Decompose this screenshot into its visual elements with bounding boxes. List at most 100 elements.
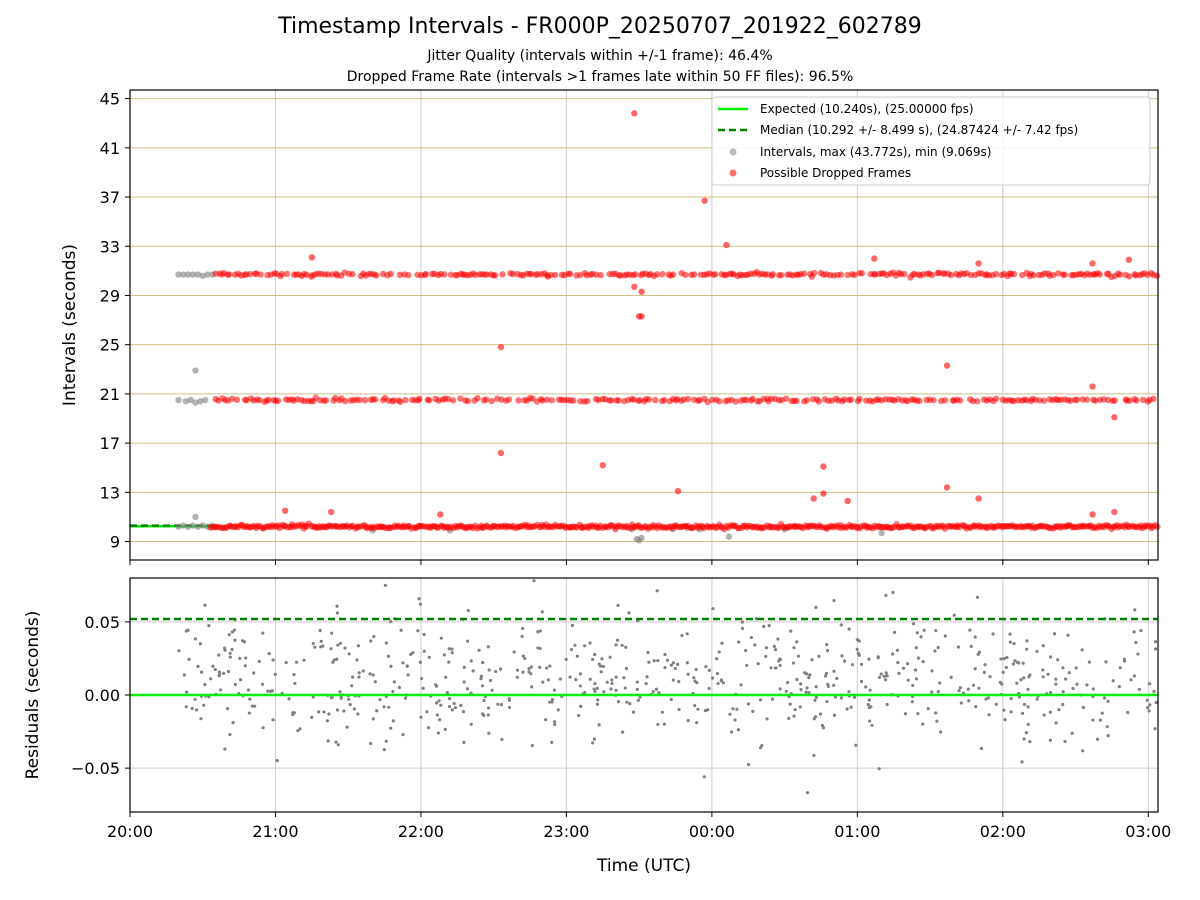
dropped-frame-point	[930, 396, 937, 404]
residual-point	[507, 697, 511, 701]
residual-point	[597, 723, 601, 727]
residual-point	[921, 722, 925, 726]
residual-point	[866, 702, 870, 707]
residual-point	[1056, 658, 1060, 662]
residual-point	[869, 705, 873, 709]
residual-point	[890, 652, 895, 656]
residual-point	[222, 671, 226, 675]
residual-point	[1022, 737, 1026, 741]
residual-point	[389, 664, 393, 668]
residual-point	[760, 743, 764, 748]
bottom-y-tick-label: 0.00	[84, 686, 120, 705]
residual-point	[553, 720, 557, 724]
residual-point	[788, 702, 792, 706]
residual-point	[450, 647, 454, 651]
residual-point	[1053, 632, 1057, 636]
interval-point	[180, 522, 187, 529]
residual-point	[623, 686, 627, 690]
residual-point	[1025, 639, 1029, 643]
bottom-panel-reference-lines	[130, 617, 1158, 697]
dropped-frame-point	[1126, 273, 1133, 280]
residual-point	[852, 695, 857, 699]
interval-point	[189, 522, 197, 529]
dropped-frame-point	[723, 241, 730, 249]
residual-point	[1074, 666, 1078, 670]
residual-point	[694, 667, 698, 672]
residual-point	[556, 708, 560, 712]
dropped-frame-point	[445, 395, 452, 403]
residual-point	[897, 671, 901, 675]
dropped-frame-point	[1111, 397, 1118, 404]
dropped-frame-point	[631, 110, 638, 117]
residual-point	[1048, 710, 1052, 714]
residual-point	[602, 690, 606, 694]
residual-point	[769, 666, 773, 670]
residual-point	[355, 658, 359, 662]
residual-point	[628, 702, 632, 706]
residual-point	[719, 679, 723, 683]
residual-point	[814, 685, 818, 689]
residual-point	[685, 661, 689, 665]
dropped-frame-point	[464, 397, 472, 405]
dropped-frame-point	[778, 271, 785, 279]
residual-point	[600, 657, 604, 661]
residual-point	[196, 664, 200, 668]
residual-point	[499, 702, 504, 707]
residual-point	[1022, 676, 1026, 680]
residual-point	[569, 647, 574, 652]
x-tick-label: 20:00	[107, 822, 153, 841]
residual-point	[447, 660, 451, 664]
residual-point	[1105, 725, 1109, 729]
dropped-frame-point	[372, 396, 379, 403]
residual-point	[477, 648, 481, 652]
dropped-frame-point	[638, 313, 645, 320]
dropped-frame-point	[1111, 414, 1118, 421]
residual-point	[371, 673, 375, 677]
residual-point	[610, 678, 614, 682]
residual-point	[578, 672, 583, 676]
dropped-frame-point	[1061, 271, 1069, 279]
dropped-frame-point	[437, 511, 444, 518]
residual-point	[231, 720, 235, 725]
residual-point	[825, 649, 830, 653]
residual-point	[336, 743, 340, 747]
residual-point	[421, 686, 425, 690]
residual-point	[246, 688, 251, 692]
residual-point	[422, 632, 426, 637]
residual-point	[538, 629, 543, 633]
residual-point	[624, 645, 628, 649]
residual-point	[1106, 734, 1110, 738]
residual-point	[530, 743, 534, 748]
residual-point	[735, 707, 739, 711]
residual-point	[338, 690, 342, 694]
bottom-panel-y-ticks: −0.05 0.00 0.05	[71, 613, 130, 778]
residual-point	[223, 747, 227, 751]
residual-point	[608, 655, 612, 659]
dropped-frame-point	[356, 396, 363, 404]
residual-point	[1046, 672, 1050, 676]
residual-point	[227, 633, 231, 637]
residual-point	[1004, 665, 1008, 670]
residual-point	[447, 697, 452, 701]
residual-point	[327, 712, 331, 716]
residual-point	[444, 675, 448, 679]
x-tick-label: 21:00	[252, 822, 298, 841]
residual-point	[721, 681, 725, 685]
residual-point	[248, 697, 252, 701]
residual-point	[213, 667, 217, 672]
residual-point	[1008, 632, 1012, 636]
residual-point	[859, 662, 864, 667]
residual-point	[238, 678, 243, 682]
residual-point	[411, 651, 415, 655]
residual-point	[1009, 696, 1013, 701]
x-tick-label: 22:00	[398, 822, 444, 841]
dropped-frame-point	[584, 397, 591, 405]
residual-point	[707, 686, 711, 691]
residual-point	[548, 664, 552, 668]
residual-point	[1048, 655, 1053, 659]
residual-point	[266, 689, 270, 693]
residual-point	[579, 704, 583, 708]
dropped-frame-point	[1089, 260, 1096, 267]
residual-point	[1087, 660, 1092, 664]
residual-point	[420, 676, 424, 681]
